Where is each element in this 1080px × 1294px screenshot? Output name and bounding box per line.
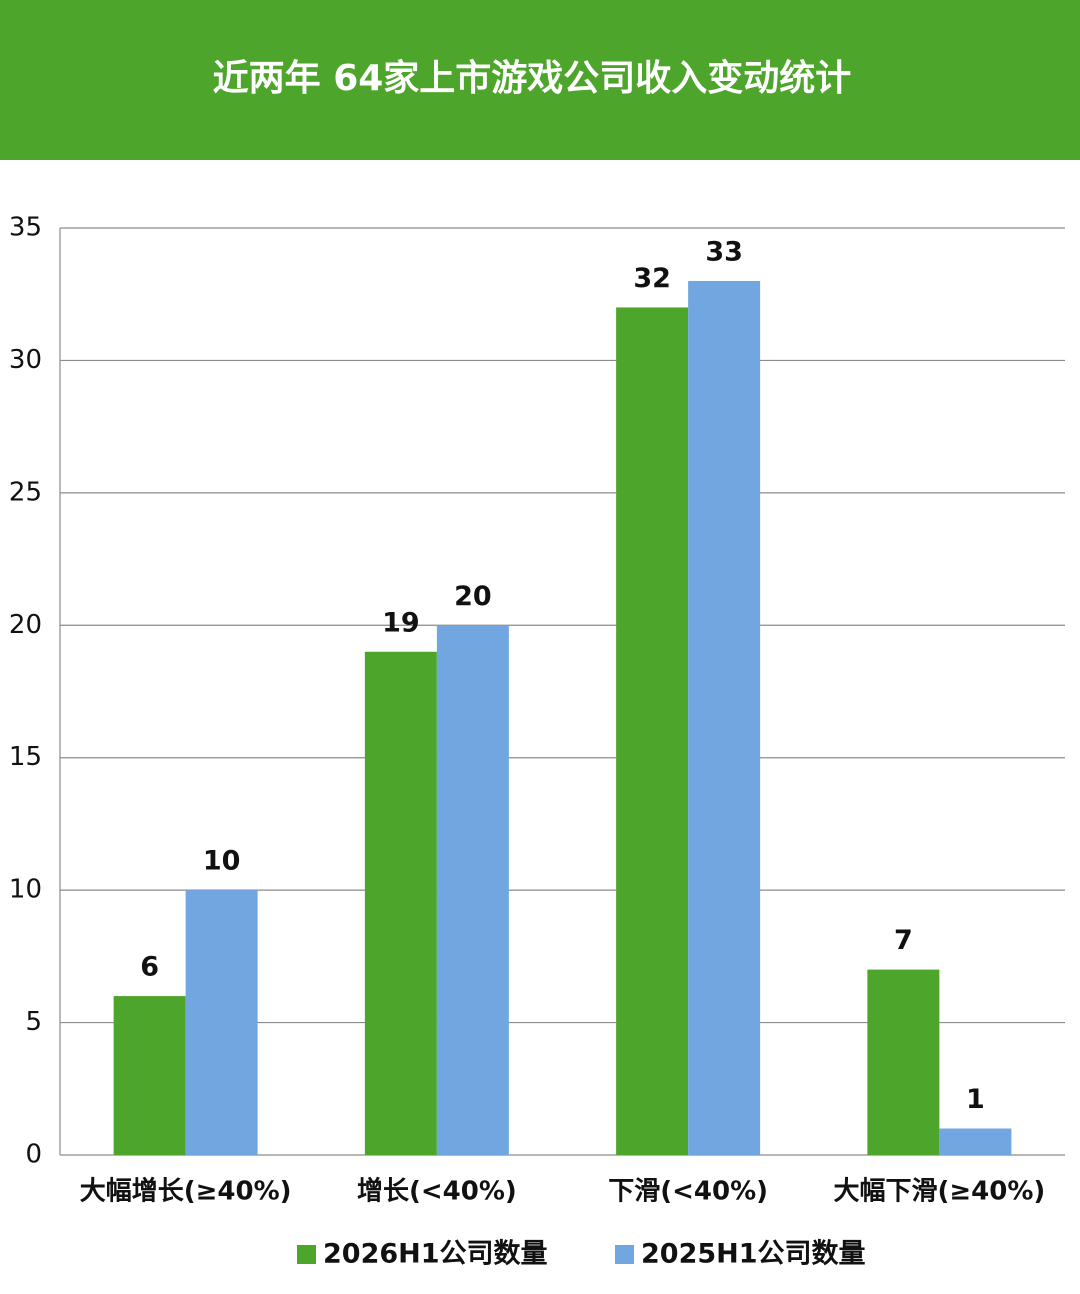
x-tick-label: 大幅下滑(≥40%) [833,1177,1045,1207]
x-tick-label: 增长(<40%) [357,1176,517,1207]
bar [185,890,258,1155]
y-tick-label: 20 [9,610,42,640]
x-tick-label: 大幅增长(≥40%) [80,1176,292,1207]
legend-label: 2025H1公司数量 [641,1239,866,1270]
value-label: 19 [382,607,420,638]
x-tick-label: 下滑(<40%) [608,1177,768,1207]
y-tick-label: 10 [9,875,42,905]
bar [867,969,940,1155]
y-tick-label: 0 [25,1140,42,1170]
y-tick-label: 25 [9,477,42,507]
bar [688,280,761,1155]
bar [939,1128,1012,1155]
bar [616,307,689,1155]
value-label: 7 [894,925,913,956]
title-banner [0,0,1080,160]
y-tick-label: 5 [25,1007,42,1037]
value-label: 32 [633,263,671,294]
y-tick-label: 35 [9,213,42,243]
value-label: 1 [966,1084,985,1115]
y-tick-label: 30 [9,345,42,375]
value-label: 20 [454,581,492,612]
bar [436,625,509,1155]
value-label: 33 [705,236,743,267]
value-label: 10 [203,846,241,877]
chart-title: 近两年 64家上市游戏公司收入变动统计 [213,57,852,99]
y-tick-label: 15 [9,742,42,772]
legend-swatch [297,1245,316,1264]
bar [113,996,186,1155]
bar [364,651,437,1155]
value-label: 6 [140,952,159,983]
legend-swatch [615,1245,634,1264]
legend-label: 2026H1公司数量 [323,1239,548,1270]
